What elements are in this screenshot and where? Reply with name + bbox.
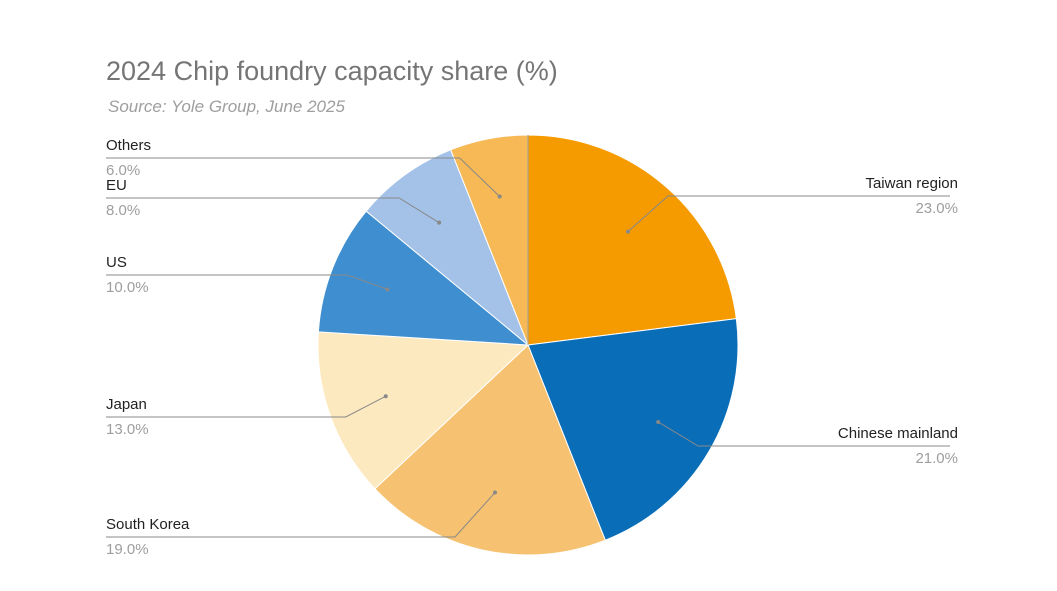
leader-line-chinese-mainland bbox=[657, 421, 950, 447]
slice-label-taiwan-region: Taiwan region bbox=[865, 175, 958, 192]
leader-line-taiwan-region bbox=[627, 195, 950, 232]
pie-slice-south-korea bbox=[374, 344, 606, 556]
slice-value-taiwan-region: 23.0% bbox=[915, 200, 958, 217]
slice-value-others: 6.0% bbox=[106, 162, 140, 179]
leader-line-south-korea bbox=[106, 492, 496, 538]
pie-slice-us bbox=[317, 210, 530, 346]
leader-line-japan bbox=[106, 395, 386, 418]
slice-value-us: 10.0% bbox=[106, 279, 149, 296]
leader-dot-us bbox=[385, 287, 390, 292]
pie-slice-chinese-mainland bbox=[527, 318, 739, 541]
slice-label-chinese-mainland: Chinese mainland bbox=[838, 425, 958, 442]
chart-subtitle: Source: Yole Group, June 2025 bbox=[108, 97, 345, 116]
slice-value-japan: 13.0% bbox=[106, 421, 149, 438]
leader-dot-others bbox=[497, 194, 502, 199]
pie-slices bbox=[317, 134, 739, 556]
slice-label-eu: EU bbox=[106, 177, 127, 194]
pie-slice-taiwan-region bbox=[527, 134, 737, 346]
slice-labels: Taiwan region 23.0% Chinese mainland 21.0% S… bbox=[106, 137, 958, 558]
slice-value-eu: 8.0% bbox=[106, 202, 140, 219]
slice-label-others: Others bbox=[106, 137, 151, 154]
slice-label-south-korea: South Korea bbox=[106, 516, 190, 533]
leader-lines bbox=[106, 157, 950, 538]
leader-dot-taiwan-region bbox=[625, 229, 630, 234]
leader-dot-chinese-mainland bbox=[656, 419, 661, 424]
leader-dot-south-korea bbox=[493, 490, 498, 495]
slice-label-us: US bbox=[106, 254, 127, 271]
chart-title: 2024 Chip foundry capacity share (%) bbox=[106, 56, 558, 86]
pie-slice-eu bbox=[365, 149, 529, 346]
pie-slice-japan bbox=[317, 331, 530, 490]
leader-dot-eu bbox=[437, 220, 442, 225]
leader-line-us bbox=[106, 274, 388, 290]
leader-dot-japan bbox=[383, 394, 388, 399]
slice-value-south-korea: 19.0% bbox=[106, 541, 149, 558]
leader-line-others bbox=[106, 157, 501, 197]
leader-line-eu bbox=[106, 197, 440, 224]
slice-label-japan: Japan bbox=[106, 396, 147, 413]
slice-value-chinese-mainland: 21.0% bbox=[915, 450, 958, 467]
